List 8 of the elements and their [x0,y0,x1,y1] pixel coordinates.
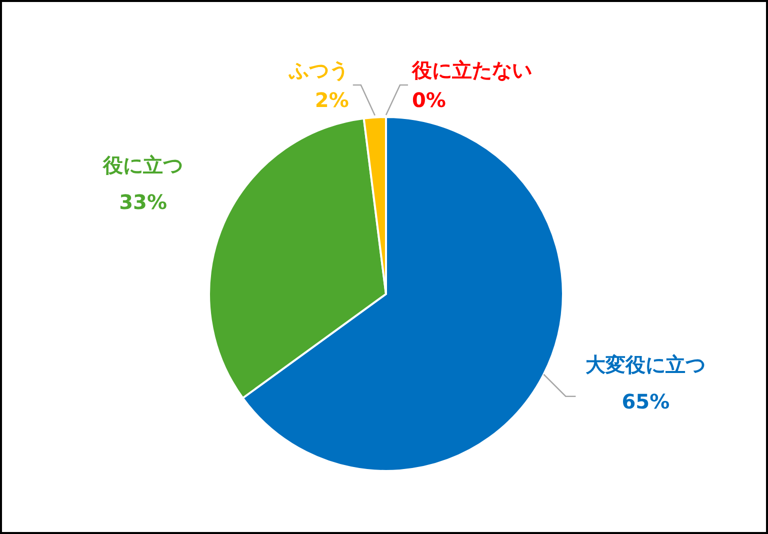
category-label: 役に立たない [412,58,532,82]
slice-label: 大変役に立つ [586,352,706,376]
text: 0% [412,88,446,112]
data-label: 2% [314,88,349,112]
data-label: 65% [622,389,670,414]
slice-label: 役に立つ [102,152,184,177]
slice-label: ふつう [288,58,349,82]
data-label: 33% [119,190,168,214]
